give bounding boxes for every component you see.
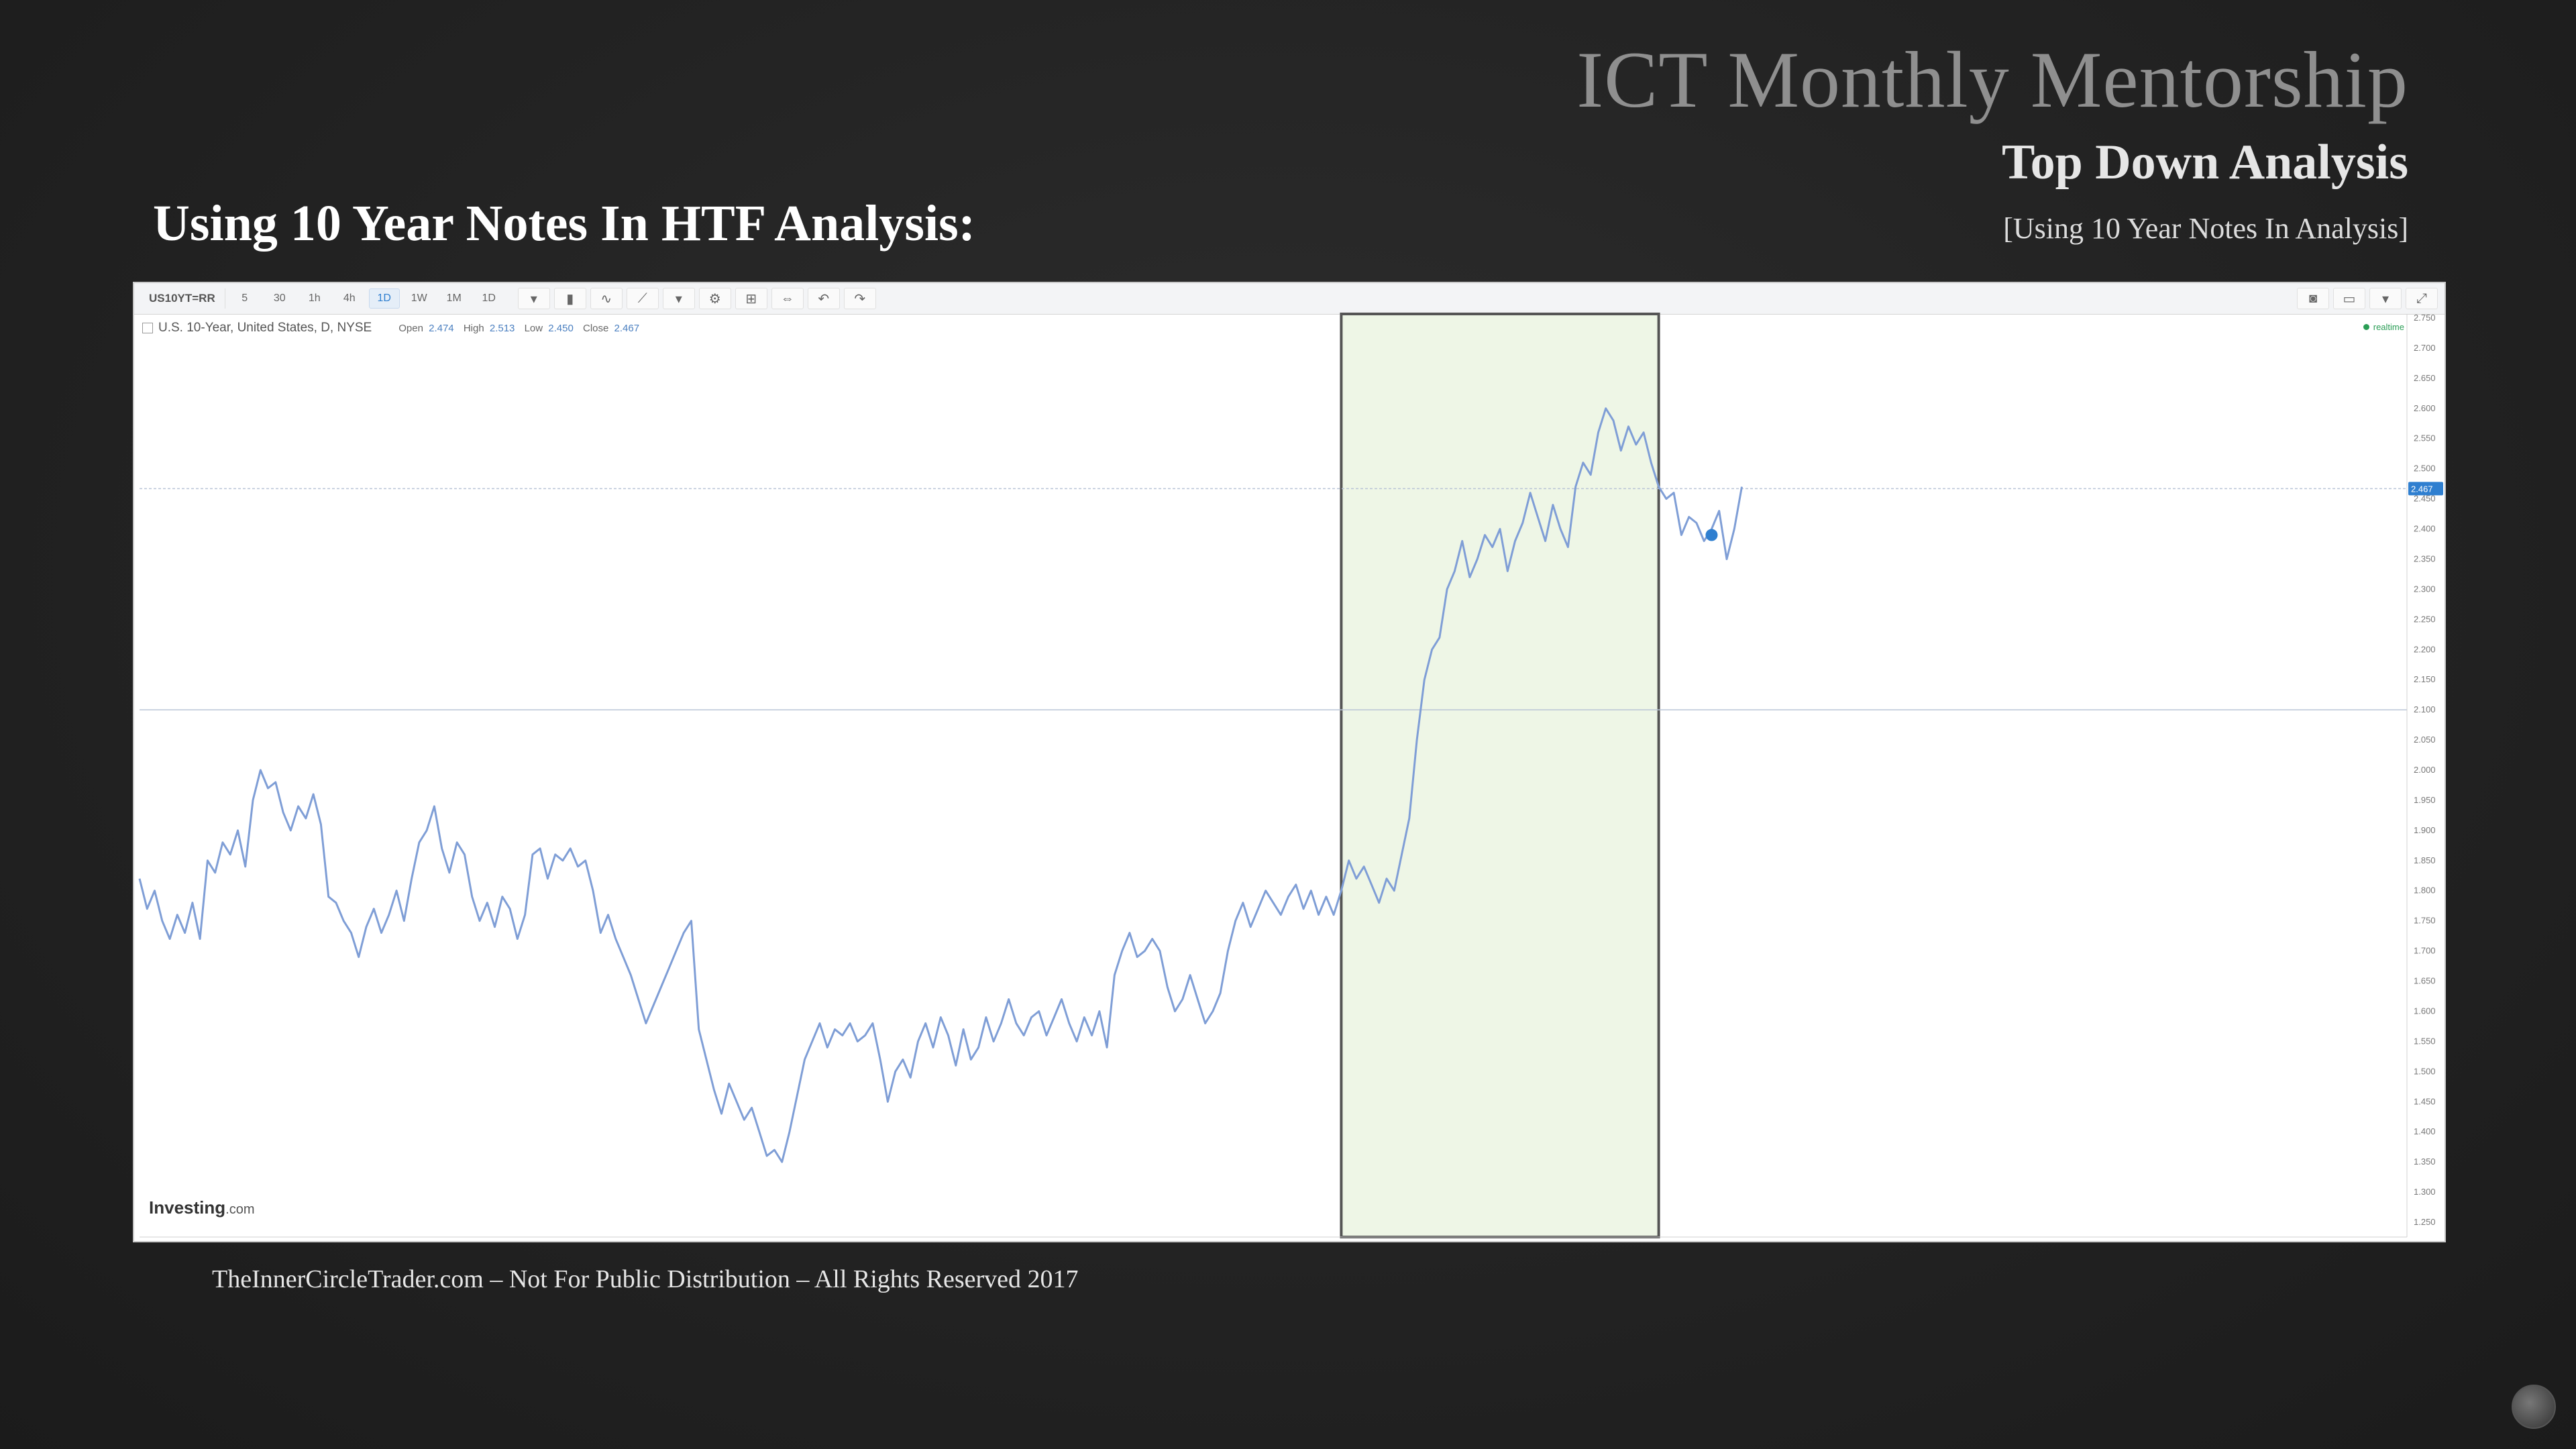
y-tick-label: 2.550	[2414, 433, 2436, 443]
redo-icon[interactable]: ↷	[843, 288, 876, 309]
candles-icon[interactable]: ▮	[553, 288, 586, 309]
logo-domain: .com	[225, 1202, 255, 1217]
y-tick-label: 1.250	[2414, 1217, 2436, 1227]
scale-icon[interactable]: ⇔	[771, 288, 804, 309]
y-tick-label: 2.300	[2414, 584, 2436, 594]
y-tick-label: 1.750	[2414, 916, 2436, 926]
timeframe-button[interactable]: 1M	[446, 292, 462, 304]
undo-icon[interactable]: ↶	[807, 288, 840, 309]
y-tick-label: 2.450	[2414, 494, 2436, 504]
slide-title: ICT Monthly Mentorship	[1576, 35, 2408, 124]
fullscreen-icon[interactable]: ⤢	[2406, 288, 2438, 309]
y-tick-label: 2.700	[2414, 343, 2436, 353]
last-price-label: 2.467	[2411, 484, 2433, 494]
y-tick-label: 2.250	[2414, 614, 2436, 624]
y-tick-label: 1.600	[2414, 1006, 2436, 1016]
gear-icon[interactable]: ⚙	[698, 288, 731, 309]
price-line	[138, 407, 1743, 1163]
high-label: High	[463, 322, 484, 334]
highlight-box	[1340, 313, 1660, 1238]
camera-icon[interactable]: ◙	[2297, 288, 2329, 309]
close-value: 2.467	[614, 322, 640, 334]
y-tick-label: 1.850	[2414, 855, 2436, 865]
y-tick-label: 2.750	[2414, 313, 2436, 323]
last-price-tag	[2408, 482, 2443, 496]
chart-legend: U.S. 10-Year, United States, D, NYSE Ope…	[142, 321, 646, 335]
compare-icon[interactable]: ⊞	[735, 288, 767, 309]
live-dot-icon	[2363, 324, 2369, 330]
timeframe-button[interactable]: 1D	[368, 288, 400, 309]
y-tick-label: 1.900	[2414, 825, 2436, 835]
tool-group: ▾ ▮ ∿ ⟋ ▾ ⚙ ⊞ ⇔ ↶ ↷	[514, 288, 876, 309]
y-tick-label: 1.550	[2414, 1036, 2436, 1046]
timeframe-button[interactable]: 1W	[411, 292, 427, 304]
y-tick-label: 2.650	[2414, 373, 2436, 383]
y-tick-label: 2.400	[2414, 524, 2436, 534]
y-tick-label: 1.700	[2414, 946, 2436, 956]
y-tick-label: 2.350	[2414, 553, 2436, 564]
toolbar-right: ◙ ▭ ▾ ⤢	[2293, 288, 2445, 309]
open-label: Open	[398, 322, 423, 334]
y-tick-label: 2.000	[2414, 765, 2436, 775]
y-tick-label: 1.350	[2414, 1157, 2436, 1167]
high-value: 2.513	[489, 322, 515, 334]
y-tick-label: 1.300	[2414, 1187, 2436, 1197]
timeframe-button[interactable]: 30	[273, 292, 286, 304]
y-tick-label: 1.450	[2414, 1096, 2436, 1106]
open-value: 2.474	[429, 322, 454, 334]
y-tick-label: 2.150	[2414, 674, 2436, 684]
chart-window: US10YT=RR 5 30 1h 4h 1D 1W 1M 1D ▾ ▮ ∿ ⟋ ▾ ⚙ ⊞ ⇔ ↶ ↷ ◙ ▭ ▾…	[133, 282, 2446, 1242]
timeframe-button[interactable]: 4h	[343, 292, 356, 304]
logo-brand: Investing	[149, 1197, 226, 1218]
low-value: 2.450	[548, 322, 574, 334]
y-tick-label: 2.100	[2414, 704, 2436, 714]
y-tick-label: 1.650	[2414, 976, 2436, 986]
y-tick-label: 1.500	[2414, 1066, 2436, 1076]
chevron-down-icon[interactable]: ▾	[2369, 288, 2402, 309]
timeframe-group: 5 30 1h 4h 1D 1W 1M 1D	[225, 288, 504, 309]
chevron-down-icon[interactable]: ▾	[662, 288, 695, 309]
chevron-down-icon[interactable]: ▾	[517, 288, 550, 309]
avatar[interactable]	[2512, 1385, 2556, 1429]
line-style-icon[interactable]: ⟋	[626, 288, 659, 309]
live-badge: realtime	[2363, 322, 2404, 332]
timeframe-button[interactable]: 5	[241, 292, 248, 304]
y-tick-label: 2.050	[2414, 735, 2436, 745]
section-subtitle: [Using 10 Year Notes In Analysis]	[2003, 212, 2408, 245]
ohlc-readout: Open 2.474 High 2.513 Low 2.450 Close 2.…	[398, 323, 646, 334]
indicators-icon[interactable]: ∿	[590, 288, 623, 309]
chart-toolbar: US10YT=RR 5 30 1h 4h 1D 1W 1M 1D ▾ ▮ ∿ ⟋ ▾ ⚙ ⊞ ⇔ ↶ ↷ ◙ ▭ ▾…	[134, 283, 2445, 315]
slide-heading: Using 10 Year Notes In HTF Analysis:	[153, 195, 975, 252]
layout-icon[interactable]: ▭	[2333, 288, 2365, 309]
y-tick-label: 1.800	[2414, 885, 2436, 896]
price-chart[interactable]: 2.750 2.700 2.650 2.600 2.550 2.500 2.450 2.400…	[134, 283, 2445, 1241]
low-label: Low	[524, 322, 543, 334]
timeframe-button[interactable]: 1h	[308, 292, 321, 304]
symbol-input[interactable]: US10YT=RR	[140, 288, 225, 309]
instrument-label: U.S. 10-Year, United States, D, NYSE	[158, 321, 372, 335]
footer-copyright: TheInnerCircleTrader.com – Not For Publi…	[212, 1265, 1079, 1293]
event-marker-icon	[1705, 529, 1718, 541]
section-title: Top Down Analysis	[2002, 135, 2408, 190]
close-label: Close	[583, 322, 609, 334]
investing-logo: Investing.com	[149, 1197, 254, 1218]
live-label: realtime	[2373, 322, 2404, 332]
y-tick-label: 1.950	[2414, 795, 2436, 805]
y-tick-label: 2.600	[2414, 403, 2436, 413]
timeframe-button[interactable]: 1D	[482, 292, 496, 304]
collapse-icon[interactable]	[142, 323, 153, 333]
y-tick-label: 1.400	[2414, 1126, 2436, 1136]
y-tick-label: 2.200	[2414, 644, 2436, 654]
y-tick-label: 2.500	[2414, 464, 2436, 474]
